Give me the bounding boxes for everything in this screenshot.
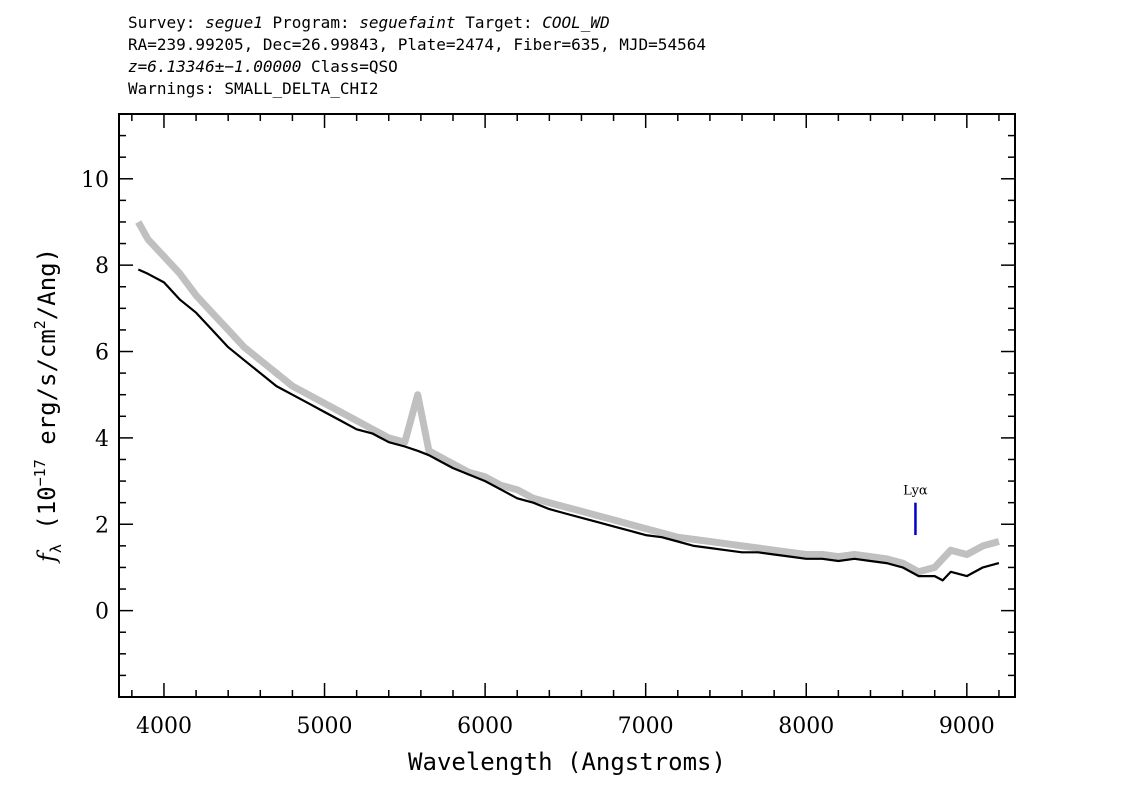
x-tick-label: 6000 <box>457 714 513 739</box>
y-axis-units-a: (10 <box>33 486 61 544</box>
y-axis-units-b: erg/s/cm <box>33 329 61 459</box>
header-line-warnings: Warnings: SMALL_DELTA_CHI2 <box>128 79 379 98</box>
survey-label: Survey: <box>128 13 196 32</box>
y-tick-label: 8 <box>95 254 109 279</box>
spectrum-header: Survey: segue1 Program: seguefaint Targe… <box>128 12 706 100</box>
y-tick-label: 4 <box>95 427 109 452</box>
plot-frame <box>118 113 1016 698</box>
y-tick-label: 6 <box>95 341 109 366</box>
x-tick-label: 7000 <box>618 714 674 739</box>
target-label: Target: <box>465 13 533 32</box>
header-line-redshift: z=6.13346±−1.00000 Class=QSO <box>128 56 706 78</box>
x-axis-title: Wavelength (Angstroms) <box>408 748 726 776</box>
y-axis-exponent: −17 <box>31 459 49 486</box>
y-axis-exponent-2: 2 <box>31 320 49 329</box>
plot-layer: Lyα <box>135 220 1000 582</box>
header-line-coordinates: RA=239.99205, Dec=26.99843, Plate=2474, … <box>128 35 706 54</box>
flux-series <box>137 268 1000 582</box>
x-tick-label: 9000 <box>939 714 995 739</box>
y-tick-label: 10 <box>81 168 109 193</box>
y-tick-label: 2 <box>95 513 109 538</box>
program-label: Program: <box>272 13 350 32</box>
survey-value: segue1 <box>205 13 263 32</box>
y-tick-label: 0 <box>95 600 109 625</box>
target-value: COOL_WD <box>542 13 610 32</box>
flux-error-series <box>135 220 1000 576</box>
redshift-value: z=6.13346±−1.00000 <box>128 57 302 76</box>
header-line-survey: Survey: segue1 Program: seguefaint Targe… <box>128 12 706 34</box>
x-tick-label: 4000 <box>136 714 192 739</box>
x-tick-label: 8000 <box>778 714 834 739</box>
lya-marker-label: Lyα <box>903 484 928 499</box>
y-axis-title: fλ (10−17 erg/s/cm2/Ang) <box>31 248 65 564</box>
y-axis-subscript: λ <box>47 544 65 553</box>
class-value: Class=QSO <box>311 57 398 76</box>
program-value: seguefaint <box>359 13 456 32</box>
x-tick-label: 5000 <box>297 714 353 739</box>
y-axis-units-c: /Ang) <box>33 248 61 320</box>
tick-layer: 4000 5000 6000 7000 8000 9000 0 2 4 6 8 10 <box>81 113 1015 739</box>
